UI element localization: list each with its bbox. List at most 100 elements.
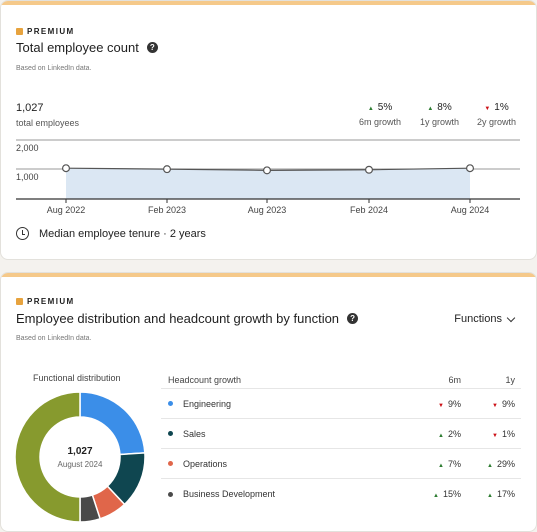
function-name: Business Development [183,489,276,499]
premium-badge: PREMIUM [16,297,75,306]
table-row: Operations ▲ 7% ▲ 29% [161,449,521,479]
growth-6m-cell: ▲ 7% [401,459,461,469]
help-icon[interactable]: ? [146,42,158,53]
growth-6m-cell: ▲ 15% [401,489,461,499]
data-point[interactable] [61,164,70,173]
premium-label: PREMIUM [27,297,75,306]
header-6m: 6m [448,374,461,385]
legend-dot-icon [168,491,173,497]
growth-6m: ▲ 5% 6m growth [359,102,401,127]
function-name-cell: Operations [161,459,401,469]
premium-badge: PREMIUM [16,27,75,36]
function-name: Operations [183,458,228,469]
data-point[interactable] [263,166,272,175]
x-tick-label: Aug 2024 [451,205,490,215]
x-tick-label: Feb 2024 [350,205,388,215]
growth-6m-value: 7% [447,458,461,469]
function-name-cell: Business Development [161,489,401,499]
distribution-title: Functional distribution [33,373,121,383]
help-icon[interactable]: ? [347,313,359,324]
growth-1y-cell: ▼ 9% [461,399,521,409]
trend-up-icon: ▲ [367,106,374,112]
trend-up-icon: ▲ [433,493,439,499]
function-name-cell: Sales [161,429,401,439]
growth-6m-cell: ▼ 9% [401,399,461,409]
function-name: Engineering [183,398,232,409]
trend-up-icon: ▲ [438,432,444,439]
employee-count-card: PREMIUM Total employee count ? Based on … [0,0,537,260]
growth-1y-value: 29% [496,458,515,469]
growth-6m-cell: ▲ 2% [401,429,461,439]
growth-6m-value: 2% [447,428,461,439]
median-tenure-text: Median employee tenure · 2 years [39,227,206,240]
legend-dot-icon [168,431,173,436]
growth-1y-value: 8% [437,102,452,113]
data-point[interactable] [365,165,374,174]
data-source-note: Based on LinkedIn data. [16,335,92,342]
function-distribution-card: PREMIUM Employee distribution and headco… [0,272,537,532]
header-headcount-growth: Headcount growth [168,374,242,385]
data-point[interactable] [466,164,475,173]
function-donut-chart [14,391,146,523]
functions-dropdown-label: Functions [454,313,502,325]
chevron-down-icon [506,313,516,322]
total-employees-label: total employees [16,118,80,128]
premium-icon [16,298,23,305]
card-title-text: Total employee count [16,40,139,55]
table-header: Headcount growth 6m 1y [161,371,521,389]
data-point[interactable] [163,165,172,174]
table-row: Engineering ▼ 9% ▼ 9% [161,389,521,419]
functions-dropdown[interactable]: Functions [454,313,516,325]
growth-2y: ▼ 1% 2y growth [477,102,516,127]
trend-up-icon: ▲ [487,462,493,469]
growth-1y-cell: ▼ 1% [461,429,521,439]
growth-1y-cell: ▲ 17% [461,489,521,499]
employee-count-chart: 2,000 1,000 Aug 2022 Feb 2023 Aug 2023 Feb 20… [16,139,520,215]
table-row: Business Development ▲ 15% ▲ 17% [161,479,521,509]
donut-slice[interactable] [79,391,146,456]
total-employees-value: 1,027 [16,102,44,114]
area-fill [66,168,470,199]
growth-6m-value: 15% [442,489,461,499]
trend-down-icon: ▼ [492,402,498,409]
growth-1y-value: 17% [496,489,515,499]
trend-up-icon: ▲ [487,493,493,499]
donut-slice[interactable] [14,391,81,523]
premium-accent-bar [1,273,536,277]
trend-down-icon: ▼ [484,106,491,112]
card-title-text: Employee distribution and headcount grow… [16,311,340,326]
growth-6m-label: 6m growth [359,117,402,127]
growth-1y-value: 9% [501,398,515,409]
y-tick-label: 1,000 [16,172,39,182]
legend-dot-icon [168,401,173,406]
growth-1y-cell: ▲ 29% [461,459,521,469]
growth-2y-value: 1% [494,102,509,113]
clock-icon [16,227,29,240]
card-title: Total employee count ? [16,40,158,55]
x-tick-label: Feb 2023 [148,205,186,215]
premium-icon [16,28,23,35]
growth-6m-value: 5% [377,102,393,113]
growth-2y-label: 2y growth [477,117,517,127]
growth-1y-label: 1y growth [420,117,460,127]
median-tenure: Median employee tenure · 2 years [16,227,206,240]
trend-up-icon: ▲ [438,462,444,469]
function-name: Sales [183,428,206,439]
growth-1y: ▲ 8% 1y growth [420,102,459,127]
trend-down-icon: ▼ [438,402,444,409]
table-row: Sales ▲ 2% ▼ 1% [161,419,521,449]
y-tick-label: 2,000 [16,143,39,153]
x-tick-label: Aug 2022 [47,205,86,215]
legend-dot-icon [168,461,173,466]
data-source-note: Based on LinkedIn data. [16,65,92,72]
premium-accent-bar [1,1,536,5]
x-tick-label: Aug 2023 [248,205,287,215]
headcount-growth-table: Headcount growth 6m 1y Engineering ▼ 9% ▼ 9%… [161,371,521,509]
growth-6m-value: 9% [447,398,461,409]
growth-1y-value: 1% [501,428,515,439]
trend-up-icon: ▲ [427,106,434,112]
trend-down-icon: ▼ [492,432,498,439]
premium-label: PREMIUM [27,27,75,36]
header-1y: 1y [505,374,515,385]
function-name-cell: Engineering [161,399,401,409]
